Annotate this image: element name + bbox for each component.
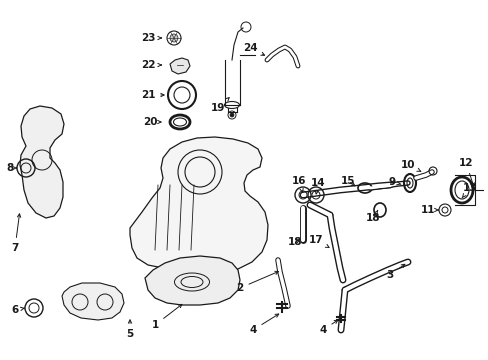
Circle shape: [229, 113, 234, 117]
Text: 2: 2: [236, 271, 278, 293]
Circle shape: [170, 34, 178, 42]
Polygon shape: [130, 137, 267, 272]
Text: 6: 6: [11, 305, 24, 315]
Text: 5: 5: [126, 320, 133, 339]
Text: 9: 9: [387, 177, 400, 187]
Polygon shape: [20, 106, 64, 218]
Text: 12: 12: [458, 158, 473, 186]
Polygon shape: [145, 256, 240, 305]
Text: 14: 14: [310, 178, 325, 194]
Text: 23: 23: [141, 33, 161, 43]
Text: 13: 13: [461, 183, 476, 198]
Text: 21: 21: [141, 90, 164, 100]
Text: 3: 3: [386, 264, 404, 280]
Text: 15: 15: [340, 176, 354, 186]
Text: 4: 4: [319, 320, 337, 335]
Text: 24: 24: [242, 43, 264, 55]
Text: 20: 20: [142, 117, 161, 127]
Text: 18: 18: [287, 237, 302, 247]
Text: 11: 11: [420, 205, 437, 215]
Text: 4: 4: [249, 314, 278, 335]
Text: 1: 1: [151, 304, 182, 330]
Text: 10: 10: [400, 160, 420, 171]
Text: 18: 18: [365, 210, 380, 223]
Text: 16: 16: [291, 176, 305, 192]
Text: 17: 17: [308, 235, 328, 247]
Text: 22: 22: [141, 60, 161, 70]
Text: 7: 7: [11, 214, 20, 253]
Text: 8: 8: [6, 163, 17, 173]
Polygon shape: [170, 58, 190, 74]
Polygon shape: [62, 283, 124, 320]
Text: 19: 19: [210, 98, 229, 113]
